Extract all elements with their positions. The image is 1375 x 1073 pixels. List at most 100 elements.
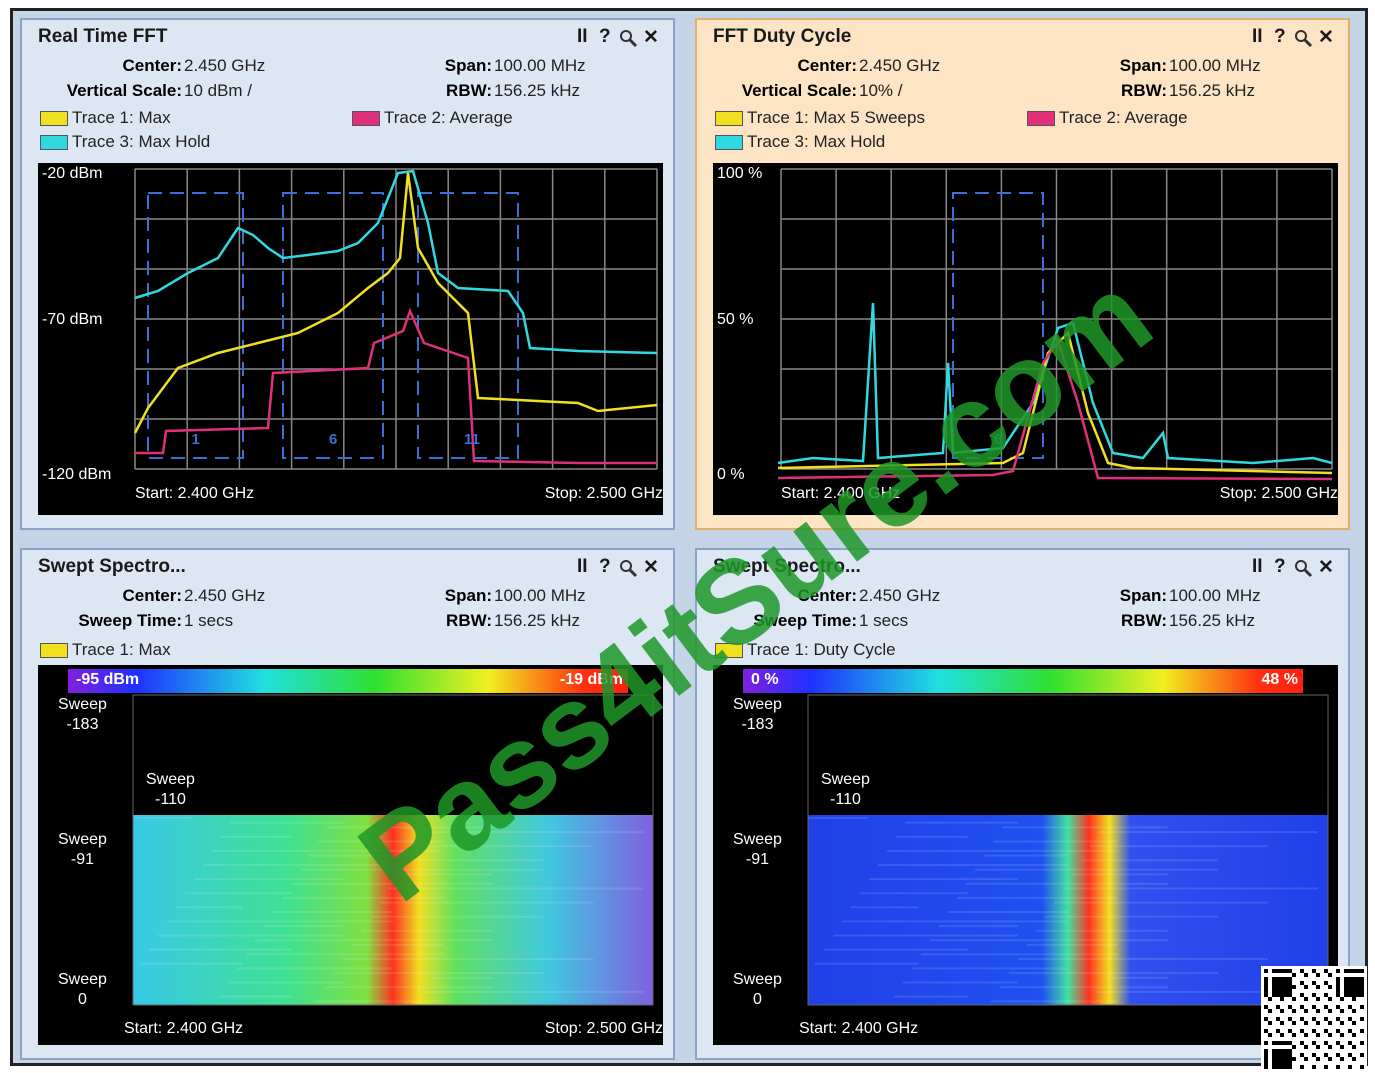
trace-name[interactable]: Trace 3: Max Hold (72, 132, 211, 151)
qr-module (1316, 1009, 1320, 1013)
info-value: 2.450 GHz (859, 586, 941, 605)
waterfall-streak (1018, 958, 1268, 960)
panel-control[interactable]: II (577, 556, 588, 577)
plot-border (807, 694, 1329, 1006)
info-value: 100.00 MHz (1169, 586, 1261, 605)
trace-name[interactable]: Trace 2: Average (384, 108, 513, 127)
waterfall-streak (343, 958, 593, 960)
waterfall-streak (930, 939, 1168, 942)
waterfall-streak (316, 1000, 443, 1003)
panel-control[interactable]: II (577, 26, 588, 47)
info-value: 100.00 MHz (494, 56, 586, 75)
trace-name[interactable]: Trace 1: Max (72, 640, 171, 659)
qr-module (1284, 985, 1288, 989)
qr-module (1352, 977, 1356, 981)
spectrogram (743, 669, 1329, 1006)
qr-module (1280, 993, 1284, 997)
qr-module (1292, 1033, 1296, 1037)
panel-control[interactable]: II (1252, 26, 1263, 47)
waterfall-streak (230, 821, 343, 824)
qr-module (1312, 1053, 1316, 1057)
qr-module (1300, 969, 1304, 973)
trace-swatch[interactable] (715, 135, 743, 150)
waterfall-streak (327, 826, 493, 829)
trace-swatch[interactable] (40, 643, 68, 658)
waterfall-streak (246, 953, 443, 956)
qr-module (1272, 1061, 1276, 1065)
info-value: 2.450 GHz (184, 586, 266, 605)
trace-name[interactable]: Trace 2: Average (1059, 108, 1188, 127)
qr-module (1280, 1049, 1284, 1053)
qr-module (1268, 1009, 1272, 1013)
zoom-icon[interactable] (1293, 558, 1313, 578)
zoom-icon[interactable] (1293, 28, 1313, 48)
color-scale (743, 669, 1303, 693)
trace-swatch[interactable] (715, 643, 743, 658)
sweep-label: Sweep -110 (146, 771, 195, 808)
qr-module (1360, 1041, 1364, 1045)
panel-control[interactable]: ? (1274, 26, 1286, 47)
info-label: Sweep Time: (78, 611, 182, 630)
trace-swatch[interactable] (40, 135, 68, 150)
trace-swatch[interactable] (40, 111, 68, 126)
stop-label: Stop: 2.500 GHz (544, 1020, 663, 1037)
panel-control[interactable]: ✕ (643, 557, 659, 578)
panel-control[interactable]: ? (1274, 556, 1286, 577)
info-label: Center: (797, 586, 857, 605)
waterfall-streak (203, 864, 393, 866)
qr-module (1336, 969, 1340, 973)
zoom-handle (628, 38, 638, 48)
trace-swatch[interactable] (715, 111, 743, 126)
qr-module (1272, 993, 1276, 997)
qr-module (1352, 1009, 1356, 1013)
qr-module (1280, 985, 1284, 989)
qr-module (1268, 1033, 1272, 1037)
y-axis-label: -20 dBm (42, 165, 103, 182)
panel-control[interactable]: ? (599, 26, 611, 47)
panel-control[interactable]: ? (599, 556, 611, 577)
waterfall-streak (228, 981, 343, 984)
panel-control[interactable]: ✕ (1318, 557, 1334, 578)
qr-module (1288, 1029, 1292, 1033)
info-label: Sweep Time: (753, 611, 857, 630)
trace-name[interactable]: Trace 1: Max 5 Sweeps (747, 108, 925, 127)
panel-control[interactable]: II (1252, 556, 1263, 577)
waterfall-streak (334, 972, 543, 975)
waterfall-streak (318, 840, 443, 843)
start-label: Start: 2.400 GHz (799, 1020, 919, 1037)
qr-module (1324, 1065, 1328, 1069)
qr-module (1276, 985, 1280, 989)
panel-control[interactable]: ✕ (643, 27, 659, 48)
qr-module (1284, 1041, 1288, 1045)
qr-module (1316, 1057, 1320, 1061)
qr-module (1360, 1017, 1364, 1021)
qr-module (1288, 1005, 1292, 1009)
waterfall-streak (185, 892, 293, 895)
spectrogram (68, 669, 654, 1006)
panel-control[interactable]: ✕ (1318, 27, 1334, 48)
qr-module (1300, 993, 1304, 997)
waterfall-streak (388, 887, 643, 890)
qr-module (1264, 1029, 1268, 1033)
waterfall-streak (361, 929, 493, 932)
waterfall-streak (833, 934, 1018, 937)
waterfall-streak (379, 901, 593, 904)
trace-line (133, 172, 658, 434)
waterfall-streak (878, 864, 1068, 866)
trace-name[interactable]: Trace 3: Max Hold (747, 132, 886, 151)
qr-module (1264, 1017, 1268, 1021)
trace-swatch[interactable] (1027, 111, 1055, 126)
plot-area: -95 dBm -19 dBm Sweep -183 Sweep -110 Sweep … (38, 665, 663, 1045)
qr-module (1288, 1053, 1292, 1057)
qr-module (1316, 997, 1320, 1001)
trace-name[interactable]: Trace 1: Max (72, 108, 171, 127)
qr-module (1304, 1009, 1308, 1013)
trace-swatch[interactable] (352, 111, 380, 126)
zoom-icon[interactable] (618, 558, 638, 578)
qr-module (1272, 1053, 1276, 1057)
waterfall (808, 815, 1328, 1005)
qr-module (1272, 969, 1276, 973)
zoom-lens (620, 560, 632, 572)
zoom-icon[interactable] (618, 28, 638, 48)
trace-name[interactable]: Trace 1: Duty Cycle (747, 640, 896, 659)
